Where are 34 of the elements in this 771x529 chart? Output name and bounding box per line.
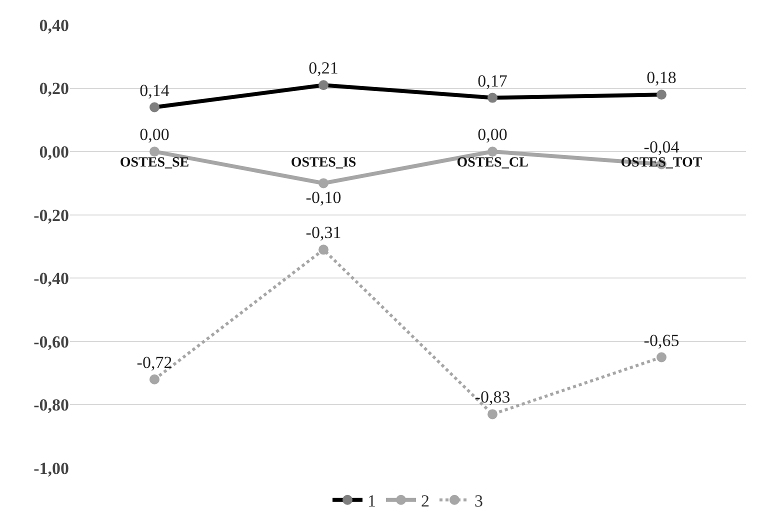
data-label: -0,72 — [136, 352, 172, 372]
data-label: 0,21 — [308, 58, 338, 78]
legend-label: 3 — [474, 492, 483, 510]
data-label: -0,31 — [306, 223, 342, 242]
data-label: -0,83 — [474, 388, 510, 407]
data-label: 0,18 — [646, 68, 676, 88]
y-tick-label: -1,00 — [34, 458, 69, 478]
data-label: 0,14 — [140, 80, 170, 100]
point — [488, 409, 498, 420]
y-tick-label: 0,20 — [39, 79, 69, 98]
data-label: -0,04 — [644, 138, 680, 157]
data-label: 0,00 — [478, 125, 508, 144]
y-tick-label: -0,20 — [34, 206, 69, 225]
point — [488, 146, 498, 157]
x-tick-label: OSTES_CL — [456, 156, 528, 171]
y-tick-label: 0,00 — [39, 142, 69, 162]
y-tick-label: -0,80 — [34, 396, 69, 415]
y-tick-label: -0,60 — [34, 332, 69, 352]
legend-label: 2 — [421, 492, 430, 510]
y-tick-label: 0,40 — [39, 16, 69, 35]
x-tick-label: OSTES_SE — [120, 156, 190, 171]
data-label: -0,10 — [306, 188, 342, 208]
data-label: -0,65 — [644, 330, 680, 350]
legend-label: 1 — [368, 492, 376, 510]
x-tick-label: OSTES_IS — [290, 156, 356, 171]
point — [318, 178, 328, 188]
data-label: 0,17 — [478, 71, 508, 90]
y-tick-label: -0,40 — [34, 269, 69, 288]
x-tick-label: OSTES_TOT — [620, 156, 703, 171]
data-label: 0,00 — [140, 125, 170, 144]
point — [150, 374, 160, 384]
point — [150, 146, 160, 157]
point — [318, 244, 328, 255]
point — [656, 352, 666, 362]
